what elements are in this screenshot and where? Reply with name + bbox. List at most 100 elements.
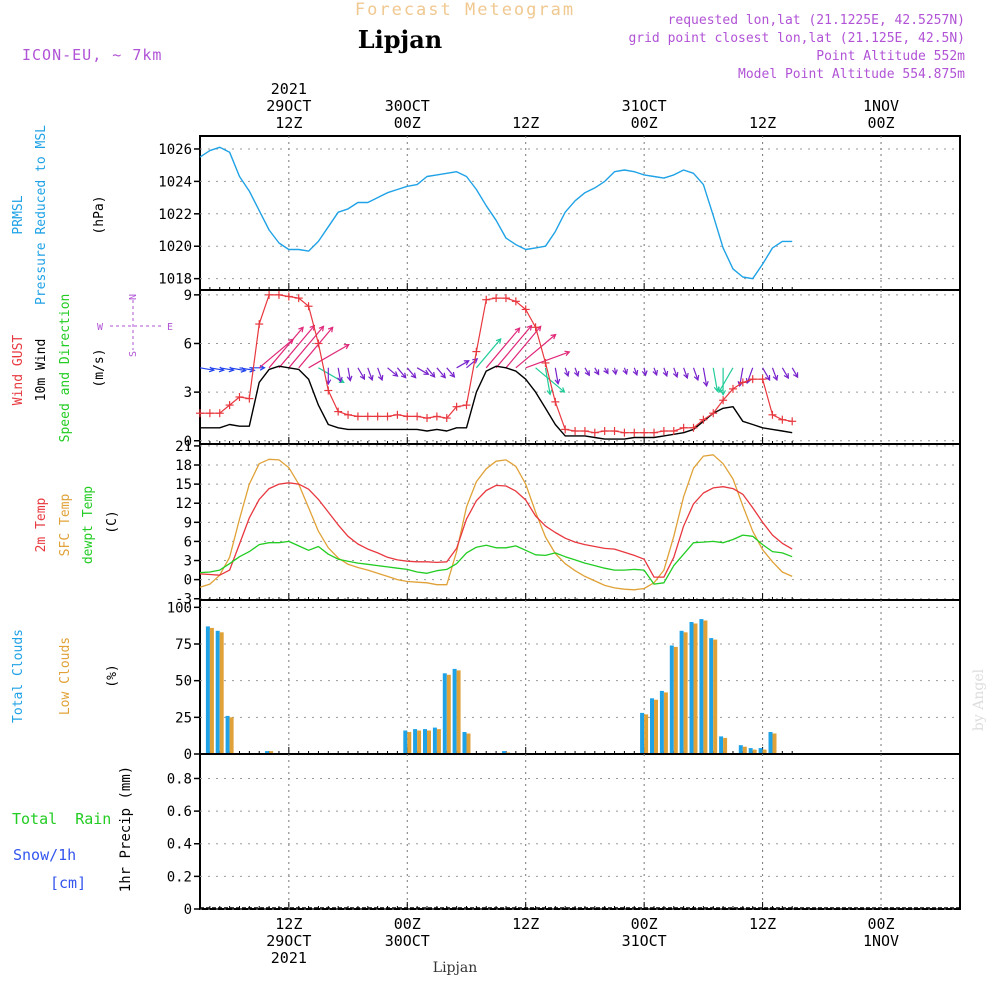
gust-marker-39 <box>551 397 560 406</box>
gust-marker-3 <box>196 409 204 418</box>
gust-marker-41 <box>571 427 580 436</box>
bottom-tick-0-line-1: 29OCT <box>266 932 311 950</box>
clouds-frame <box>199 599 961 755</box>
gust-marker-59 <box>748 375 757 384</box>
wind-arrow-60 <box>762 367 771 382</box>
top-tick-3-line-0: 31OCT <box>622 97 667 115</box>
gust-marker-31 <box>472 347 481 356</box>
pressure-line <box>199 146 793 280</box>
label-low-clouds: Low Clouds <box>58 637 73 715</box>
gust-marker-12 <box>284 292 293 301</box>
cloud-bar-30 <box>462 732 471 754</box>
bottom-tick-1-line-1: 30OCT <box>385 932 430 950</box>
wind-arrow-40 <box>564 367 570 378</box>
gust-marker-32 <box>482 295 491 304</box>
compass-rose: W E N S <box>97 294 173 357</box>
point-altitude: Point Altitude 552m <box>816 49 965 64</box>
bottom-tick-0-line-2: 2021 <box>271 949 307 967</box>
temp-ytick-label-3: 6 <box>184 534 192 550</box>
wind-arrow-36 <box>525 350 571 369</box>
label-cm: [cm] <box>50 874 86 892</box>
gust-marker-13 <box>294 294 303 303</box>
wind-arrow-45 <box>612 367 618 376</box>
wind-arrow-44 <box>603 367 609 375</box>
gust-marker-20 <box>363 412 372 421</box>
clouds-panel: 0 25 50 75 100 <box>167 599 961 763</box>
label-hpa: (hPa) <box>92 195 107 234</box>
compass-e: E <box>167 322 173 333</box>
wind-arrow-42 <box>584 367 590 377</box>
cloud-bar-59 <box>748 748 757 754</box>
cloud-bar-4 <box>205 626 214 754</box>
model-label: ICON-EU, ~ 7km <box>22 46 162 64</box>
pressure-ytick-label-2: 1022 <box>158 207 192 223</box>
wind-arrow-12 <box>288 325 325 369</box>
wind-ytick-label-2: 6 <box>184 336 192 352</box>
cloud-bar-5 <box>215 630 224 754</box>
top-tick-0-line-0: 2021 <box>271 80 307 98</box>
label-1hr-precip: 1hr Precip (mm) <box>118 766 134 892</box>
gust-marker-26 <box>423 414 432 423</box>
wind-arrow-21 <box>377 367 384 382</box>
wind-arrow-46 <box>622 367 628 376</box>
cloud-bar-52 <box>679 630 688 754</box>
wind-ytick-label-0: 0 <box>184 434 192 450</box>
wind-arrow-56 <box>720 367 727 397</box>
label-prmsl: PRMSL <box>11 195 26 234</box>
wind-arrow-20 <box>367 367 374 382</box>
gust-marker-38 <box>541 358 550 367</box>
gust-marker-56 <box>719 396 728 405</box>
gust-marker-22 <box>383 412 392 421</box>
label-2m-temp: 2m Temp <box>34 497 49 552</box>
gust-marker-35 <box>511 297 520 306</box>
clouds-ytick-label-0: 0 <box>184 747 192 763</box>
wind-arrow-38 <box>544 367 553 396</box>
temp-ytick-label-5: 12 <box>175 496 192 512</box>
bottom-tick-3-line-0: 00Z <box>631 915 658 933</box>
pressure-ytick-label-0: 1018 <box>158 272 192 288</box>
gust-marker-24 <box>403 412 412 421</box>
precip-ytick-label-4: 0.8 <box>167 771 192 787</box>
wind-arrow-26 <box>426 367 436 378</box>
gust-marker-17 <box>334 407 343 416</box>
gust-marker-55 <box>709 409 718 418</box>
pressure-ytick-label-4: 1026 <box>158 142 192 158</box>
wind-arrow-63 <box>791 367 799 379</box>
clouds-ytick-label-2: 50 <box>175 674 192 690</box>
gust-marker-29 <box>452 402 461 411</box>
cloud-bar-10 <box>265 751 274 754</box>
gust-marker-53 <box>689 423 698 432</box>
gust-marker-34 <box>501 294 510 303</box>
gust-marker-14 <box>304 302 313 311</box>
cloud-bar-60 <box>758 748 767 754</box>
wind-arrow-11 <box>278 324 316 369</box>
top-tick-1-line-0: 30OCT <box>385 97 430 115</box>
cloud-bar-48 <box>640 712 649 754</box>
gust-marker-4 <box>205 409 214 418</box>
gust-marker-27 <box>432 412 441 421</box>
label-c: (C) <box>105 510 120 533</box>
model-altitude: Model Point Altitude 554.875m <box>738 67 965 82</box>
gust-marker-8 <box>245 394 254 403</box>
wind-arrow-30 <box>466 357 479 369</box>
pressure-panel: 1018 1020 1022 1024 1026 <box>158 135 961 291</box>
wind-frame <box>199 289 961 445</box>
gust-marker-46 <box>620 428 629 437</box>
wind-arrow-28 <box>446 367 456 378</box>
gridpoint-coords: grid point closest lon,lat (21.125E, 42.… <box>628 31 965 46</box>
precip-ytick-label-2: 0.4 <box>167 837 192 853</box>
temp-ytick-label-7: 18 <box>175 458 192 474</box>
wind-arrow-62 <box>781 367 789 380</box>
gust-marker-49 <box>650 428 659 437</box>
wind-arrow-57 <box>718 367 734 394</box>
gust-marker-58 <box>738 378 747 387</box>
wind-labels: Wind GUST 10m Wind Speed and Direction (… <box>11 294 173 443</box>
gust-marker-61 <box>768 410 777 419</box>
wind-arrow-52 <box>683 367 689 380</box>
cloud-bar-29 <box>452 668 461 754</box>
wind-arrow-22 <box>387 367 399 377</box>
wind-arrow-53 <box>692 367 700 382</box>
bottom-tick-1-line-0: 00Z <box>394 915 421 933</box>
wind-arrow-61 <box>771 367 779 382</box>
